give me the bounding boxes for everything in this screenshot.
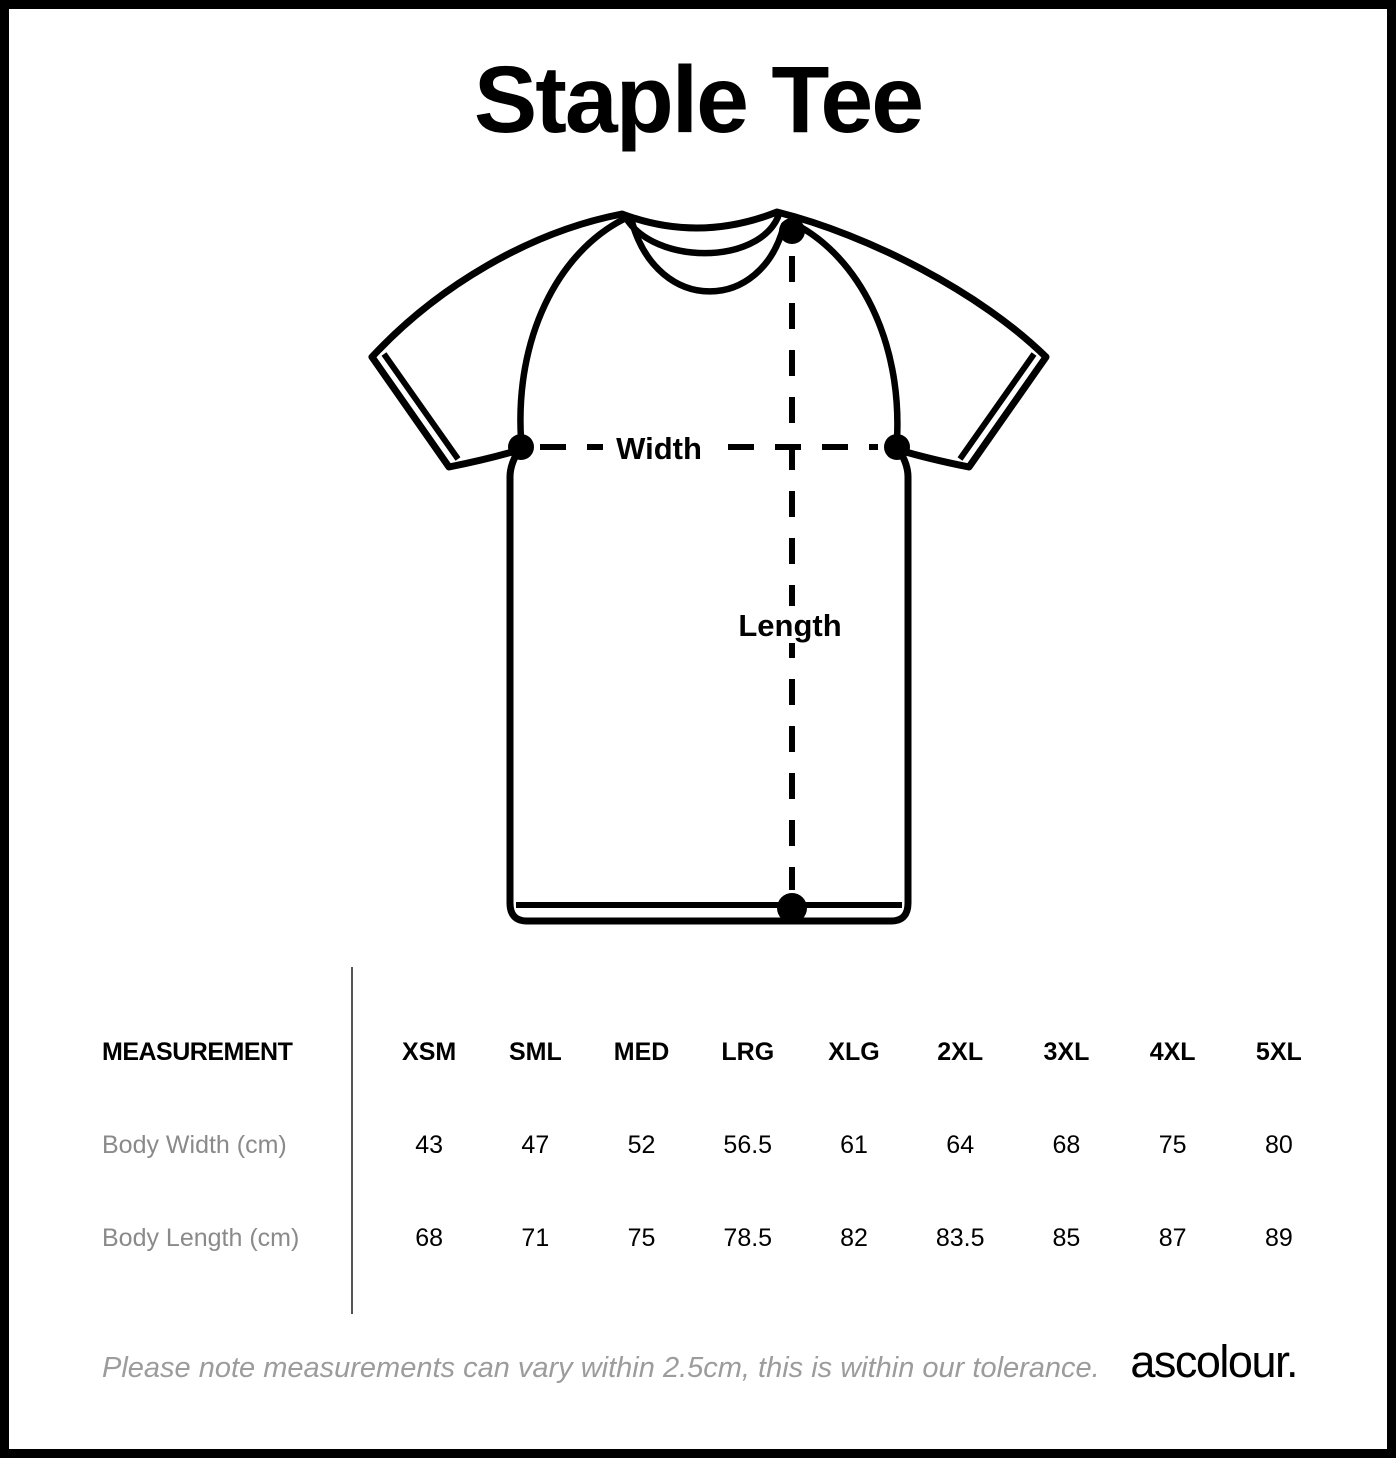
size-header-xlg: XLG <box>828 1038 880 1066</box>
width-label: Width <box>616 431 702 466</box>
table-divider-line <box>351 967 353 1314</box>
body-length-value: 71 <box>521 1224 550 1252</box>
left-armhole-seam <box>517 215 628 443</box>
right-underarm-dot <box>884 434 910 460</box>
body-length-value: 85 <box>1052 1224 1081 1252</box>
body-width-value: 56.5 <box>723 1131 773 1159</box>
left-cuff-inner-line <box>381 352 461 461</box>
size-header-med: MED <box>613 1038 670 1066</box>
length-label-backing <box>731 606 849 643</box>
body-length-value: 78.5 <box>723 1224 773 1252</box>
body-length-value: 89 <box>1264 1224 1293 1252</box>
width-label-backing <box>603 429 715 465</box>
size-header-sml: SML <box>508 1038 562 1066</box>
shoulder-point-dot <box>779 218 805 244</box>
body-width-value: 80 <box>1264 1131 1293 1159</box>
body-length-label: Body Length (cm) <box>102 1224 300 1252</box>
hem-point-dot <box>777 893 807 923</box>
body-width-value: 64 <box>946 1131 975 1159</box>
body-width-value: 61 <box>840 1131 868 1159</box>
size-header-4xl: 4XL <box>1149 1038 1196 1066</box>
collar-band-bottom-arc <box>628 218 788 295</box>
right-armhole-seam <box>791 220 901 443</box>
body-width-value: 75 <box>1158 1131 1187 1159</box>
tshirt-measurement-diagram: Width Length <box>368 208 1050 925</box>
right-cuff-inner-line <box>957 352 1037 461</box>
page-title: Staple Tee <box>473 47 924 153</box>
body-length-value: 83.5 <box>935 1224 985 1252</box>
body-length-value: 87 <box>1158 1224 1187 1252</box>
body-width-value: 43 <box>415 1131 444 1159</box>
size-header-3xl: 3XL <box>1043 1038 1090 1066</box>
body-length-row: Body Length (cm) 68 71 75 78.5 82 83.5 8… <box>102 1224 1332 1252</box>
size-header-2xl: 2XL <box>937 1038 984 1066</box>
length-label: Length <box>738 608 841 643</box>
measurement-header: MEASUREMENT <box>102 1038 293 1066</box>
body-width-value: 47 <box>521 1131 550 1159</box>
tolerance-note: Please note measurements can vary within… <box>102 1352 1100 1384</box>
body-width-value: 52 <box>627 1131 656 1159</box>
tshirt-outline-icon <box>368 208 1050 925</box>
left-underarm-dot <box>508 434 534 460</box>
body-width-row: Body Width (cm) 43 47 52 56.5 61 64 68 7… <box>102 1131 1332 1159</box>
size-header-xsm: XSM <box>402 1038 457 1066</box>
body-width-value: 68 <box>1052 1131 1081 1159</box>
size-header-lrg: LRG <box>721 1038 775 1066</box>
body-length-value: 68 <box>415 1224 444 1252</box>
brand-logo: ascolour. <box>1130 1336 1298 1387</box>
body-width-label: Body Width (cm) <box>102 1131 287 1159</box>
table-header-row: MEASUREMENT XSM SML MED LRG XLG 2XL 3XL … <box>102 1038 1332 1066</box>
size-header-5xl: 5XL <box>1255 1038 1302 1066</box>
body-length-value: 75 <box>627 1224 656 1252</box>
collar-band-top-arc <box>622 213 782 257</box>
body-length-value: 82 <box>840 1224 868 1252</box>
